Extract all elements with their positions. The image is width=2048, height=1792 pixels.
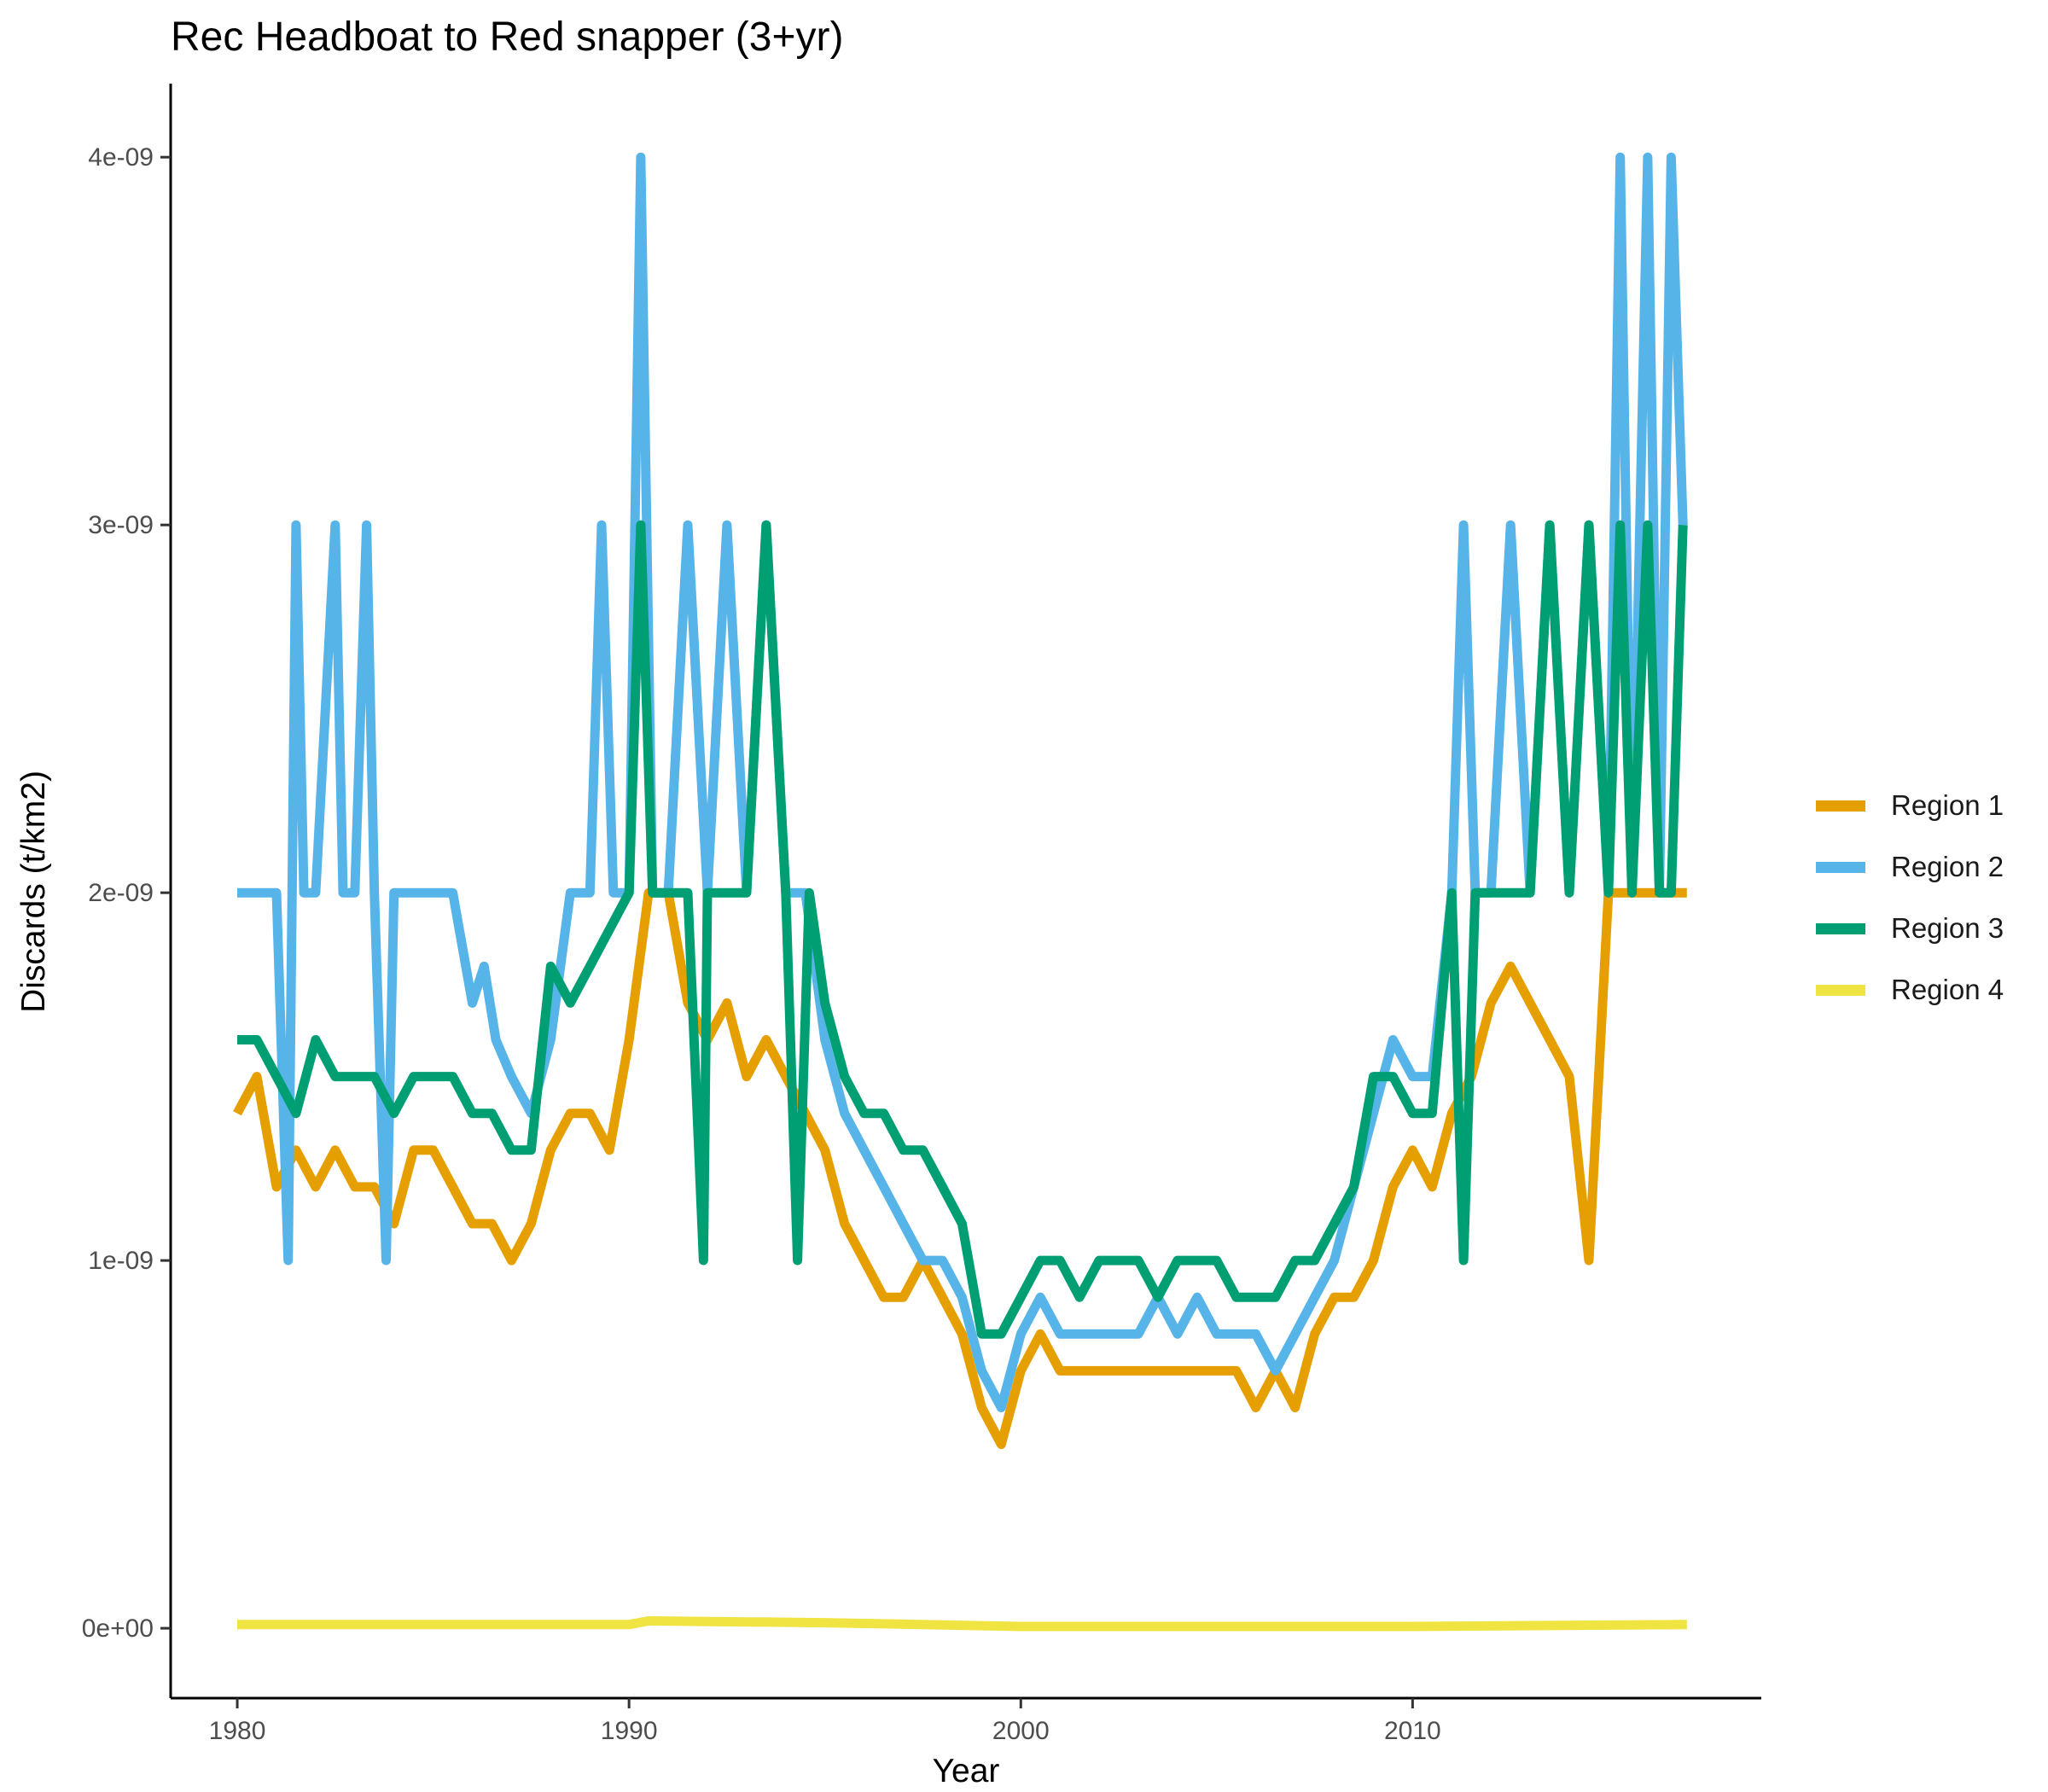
chart-title: Rec Headboat to Red snapper (3+yr): [171, 15, 844, 60]
legend-item-region-3: Region 3: [1816, 898, 2004, 959]
series-layer: [233, 152, 1688, 1632]
legend-swatch: [1816, 800, 1865, 812]
x-axis-title: Year: [933, 1753, 1000, 1789]
x-tick-label: 2010: [1384, 1717, 1441, 1745]
y-axis-title: Discards (t/km2): [15, 771, 52, 1013]
legend-item-region-1: Region 1: [1816, 775, 2004, 836]
series-line-region-1: [233, 887, 1687, 1450]
series-line-region-3: [237, 520, 1688, 1339]
y-tick-label: 3e-09: [88, 511, 154, 539]
y-tick-label: 4e-09: [88, 143, 154, 172]
y-tick-label: 1e-09: [88, 1247, 154, 1275]
legend-label: Region 3: [1891, 912, 2004, 944]
legend-label: Region 1: [1891, 789, 2004, 821]
x-axis-ticks: 1980 1990 2000 2010: [209, 1698, 1441, 1745]
y-tick-label: 2e-09: [88, 879, 154, 907]
legend-label: Region 2: [1891, 851, 2004, 882]
legend: Region 1 Region 2 Region 3 Region 4: [1816, 775, 2004, 1021]
legend-item-region-2: Region 2: [1816, 836, 2004, 898]
legend-swatch: [1816, 922, 1865, 934]
legend-swatch: [1816, 984, 1865, 996]
series-line-region-4: [237, 1616, 1687, 1632]
x-tick-label: 1990: [601, 1717, 658, 1745]
series-line-region-2: [237, 152, 1688, 1412]
x-tick-label: 1980: [209, 1717, 266, 1745]
x-tick-label: 2000: [992, 1717, 1050, 1745]
legend-label: Region 4: [1891, 974, 2004, 1005]
legend-item-region-4: Region 4: [1816, 959, 2004, 1021]
y-tick-label: 0e+00: [82, 1615, 154, 1643]
legend-swatch: [1816, 861, 1865, 873]
y-axis-ticks: 0e+00 1e-09 2e-09 3e-09 4e-09: [82, 143, 171, 1643]
